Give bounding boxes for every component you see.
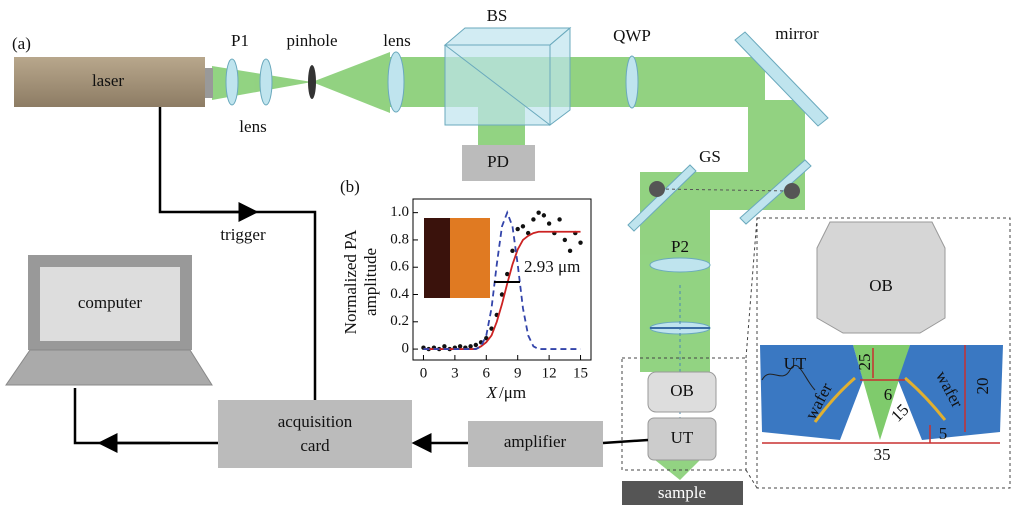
label: pinhole [287,31,338,50]
y-axis-label: Normalized PA [341,229,360,334]
data-point [442,344,446,348]
data-point [531,217,535,221]
y-tick-label: 0.4 [390,286,409,302]
data-point [536,210,540,214]
data-point [563,238,567,242]
panel-label: (b) [340,177,360,196]
diagram: 0 3 6 9 12 15 0 0.2 0.4 0.6 0.8 1.0 (a) (b) laser P… [0,0,1019,506]
label: UT [671,428,694,447]
label: trigger [220,225,266,244]
y-tick-label: 1.0 [390,204,409,220]
data-point [568,249,572,253]
laser-aperture [205,68,213,98]
label: computer [78,293,143,312]
data-point [474,343,478,347]
x-tick-label: 3 [451,365,459,381]
data-point [468,344,472,348]
pinhole [308,65,316,99]
x-tick-label: 15 [573,365,588,381]
label: P2 [671,237,689,256]
y-axis-label: amplitude [361,248,380,316]
data-point [578,240,582,244]
label: laser [92,71,124,90]
x-tick-label: 0 [420,365,428,381]
label: lens [239,117,266,136]
label: GS [699,147,721,166]
y-tick-label: 0.8 [390,231,409,247]
dimension: 5 [939,424,948,443]
x-tick-label: 12 [542,365,557,381]
dimension: 6 [884,385,893,404]
acquisition-card [218,400,412,468]
zoom-line [746,470,757,488]
y-tick-label: 0.2 [390,313,409,329]
dimension: 25 [855,354,874,371]
x-tick-label: 6 [483,365,491,381]
data-point [458,344,462,348]
keyboard [6,350,212,385]
label: OB [670,381,694,400]
label: acquisition [278,412,353,431]
annotation: 2.93 μm [524,257,580,276]
zoom-line [746,218,757,358]
panel-label: (a) [12,34,31,53]
y-tick-label: 0.6 [390,259,409,275]
x-tick-label: 9 [514,365,522,381]
label: PD [487,152,509,171]
label: card [300,436,330,455]
x-axis-label: X [486,383,498,402]
dimension: 20 [973,378,992,395]
inset-chart: 0 3 6 9 12 15 0 0.2 0.4 0.6 0.8 1.0 [390,199,591,381]
data-point [542,213,546,217]
label: UT [784,354,807,373]
label: QWP [613,26,651,45]
y-tick-label: 0 [402,341,410,357]
data-point [557,217,561,221]
x-axis-label: /μm [499,383,526,402]
data-point [516,227,520,231]
label: mirror [775,24,819,43]
label: sample [658,483,706,502]
dimension: 35 [874,445,891,464]
label: P1 [231,31,249,50]
label: lens [383,31,410,50]
label: OB [869,276,893,295]
label: amplifier [504,432,567,451]
data-point [521,224,525,228]
data-point [510,249,514,253]
label: BS [487,6,508,25]
data-point [547,221,551,225]
beam-splitter [445,28,570,125]
inset-image [424,218,450,298]
